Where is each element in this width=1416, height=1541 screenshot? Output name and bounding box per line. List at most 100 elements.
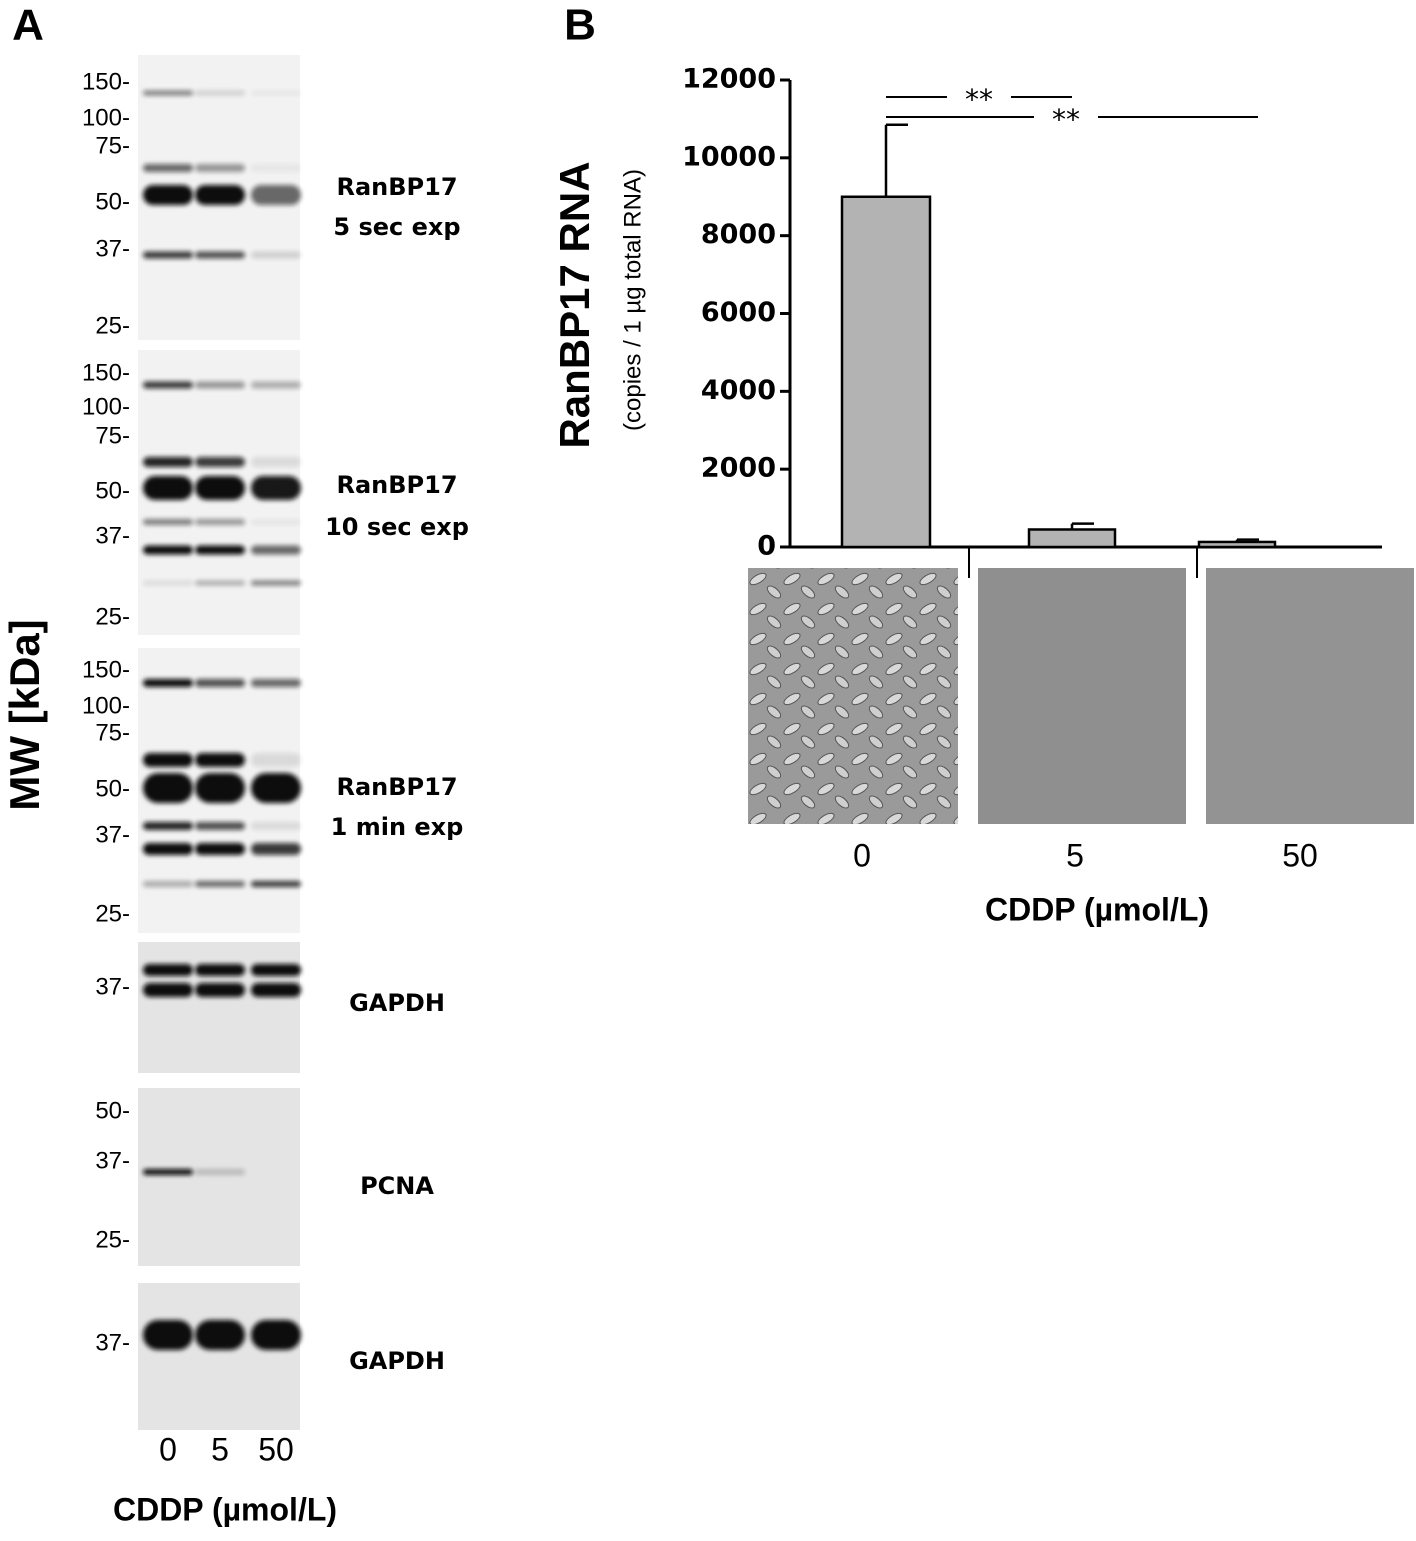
band: [251, 90, 301, 96]
band: [195, 1169, 245, 1175]
x-tick-label: 50: [1282, 837, 1318, 873]
x-tick-label: 5: [1066, 837, 1084, 873]
band: [143, 881, 193, 887]
band: [195, 185, 245, 205]
band: [251, 881, 301, 887]
band: [143, 476, 193, 500]
mw-tick-label: 37-: [95, 1147, 130, 1174]
band: [251, 545, 301, 555]
mw-tick-label: 37-: [95, 522, 130, 549]
band: [195, 843, 245, 855]
y-tick-label: 4000: [701, 375, 776, 406]
band: [195, 753, 245, 767]
y-axis-label: MW [kDa]: [1, 619, 48, 810]
micrograph: [748, 568, 958, 824]
mw-tick-label: 50-: [95, 188, 130, 215]
blot-label: PCNA: [360, 1172, 434, 1200]
band: [143, 545, 193, 555]
band: [251, 251, 301, 259]
x-axis-label: CDDP (µmol/L): [985, 891, 1209, 927]
bar: [1197, 540, 1277, 549]
y-tick-label: 6000: [701, 297, 776, 328]
blot-label: 10 sec exp: [325, 513, 469, 541]
band: [143, 964, 193, 976]
band: [195, 457, 245, 467]
band: [251, 773, 301, 803]
band: [143, 185, 193, 205]
band: [195, 381, 245, 389]
band: [251, 822, 301, 830]
blot: [138, 1283, 300, 1430]
band: [195, 881, 245, 887]
band: [195, 822, 245, 830]
y-tick-label: 12000: [682, 64, 776, 95]
mw-tick-label: 75-: [95, 719, 130, 746]
y-axis-sublabel: (copies / 1 µg total RNA): [619, 169, 646, 431]
panel-label: A: [12, 1, 44, 50]
band: [195, 964, 245, 976]
lane-label: 5: [211, 1431, 229, 1467]
significance-label: **: [965, 83, 993, 116]
bar: [1027, 528, 1117, 549]
band: [143, 90, 193, 96]
band: [195, 251, 245, 259]
blot-label: 1 min exp: [331, 813, 464, 841]
blot-label: RanBP17: [336, 471, 457, 499]
mw-tick-label: 50-: [95, 1097, 130, 1124]
band: [143, 1320, 193, 1350]
mw-tick-label: 25-: [95, 312, 130, 339]
band: [195, 580, 245, 586]
band: [195, 476, 245, 500]
band: [251, 381, 301, 389]
band: [143, 519, 193, 525]
mw-tick-label: 150-: [82, 68, 130, 95]
mw-tick-label: 37-: [95, 1329, 130, 1356]
band: [143, 381, 193, 389]
band: [251, 1320, 301, 1350]
band: [195, 679, 245, 687]
band: [143, 773, 193, 803]
mw-tick-label: 100-: [82, 692, 130, 719]
band: [251, 164, 301, 172]
band: [251, 753, 301, 767]
band: [251, 983, 301, 997]
x-tick-label: 0: [853, 837, 871, 873]
x-axis-label: CDDP (µmol/L): [113, 1491, 337, 1527]
band: [143, 983, 193, 997]
band: [143, 580, 193, 586]
bar: [840, 195, 932, 549]
band: [251, 185, 301, 205]
blot: [138, 1088, 300, 1266]
y-tick-label: 2000: [701, 453, 776, 484]
mw-tick-label: 25-: [95, 1226, 130, 1253]
band: [195, 519, 245, 525]
lane-label: 0: [159, 1431, 177, 1467]
band: [251, 457, 301, 467]
blot-label: GAPDH: [349, 1347, 445, 1375]
band: [195, 164, 245, 172]
band: [195, 90, 245, 96]
mw-tick-label: 50-: [95, 775, 130, 802]
band: [251, 476, 301, 500]
blot: [138, 942, 300, 1073]
band: [143, 457, 193, 467]
y-tick-label: 10000: [682, 141, 776, 172]
band: [143, 822, 193, 830]
mw-tick-label: 37-: [95, 821, 130, 848]
blot-label: GAPDH: [349, 989, 445, 1017]
blot-label: 5 sec exp: [333, 213, 460, 241]
band: [251, 580, 301, 586]
band: [251, 679, 301, 687]
band: [143, 843, 193, 855]
mw-tick-label: 37-: [95, 235, 130, 262]
mw-tick-label: 75-: [95, 132, 130, 159]
band: [195, 545, 245, 555]
micrograph: [978, 568, 1186, 824]
mw-tick-label: 50-: [95, 477, 130, 504]
y-axis-label: RanBP17 RNA: [551, 161, 598, 448]
mw-tick-label: 150-: [82, 656, 130, 683]
band: [195, 773, 245, 803]
band: [143, 679, 193, 687]
band: [251, 964, 301, 976]
